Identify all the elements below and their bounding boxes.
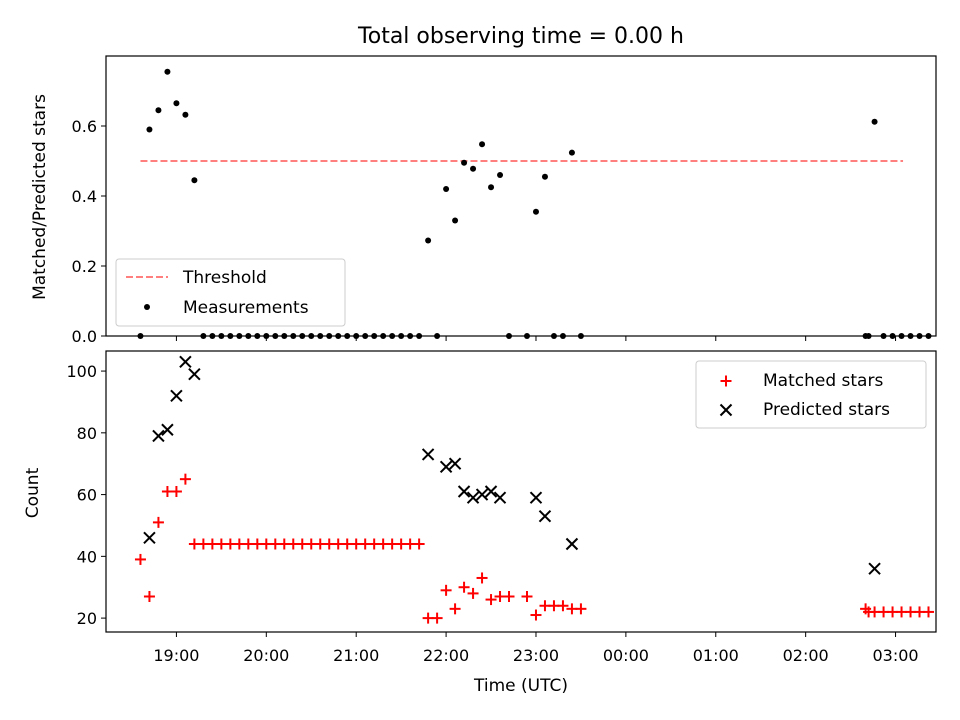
ratio-ticks: 0.0 0.2 0.4 0.6 xyxy=(72,117,897,346)
predicted-star-point xyxy=(868,562,881,575)
predicted-star-point xyxy=(188,367,201,381)
matched-star-point xyxy=(503,590,515,602)
predicted-star-point xyxy=(529,491,543,504)
x-tick-label: 21:00 xyxy=(333,646,379,665)
count-legend: Matched stars Predicted stars xyxy=(695,360,927,429)
measurement-point xyxy=(182,111,189,118)
matched-star-point xyxy=(521,590,533,602)
predicted-star-point xyxy=(484,485,498,498)
measurement-point xyxy=(443,186,450,192)
ratio-legend: Threshold Measurements xyxy=(115,258,346,327)
threshold-legend-label: Threshold xyxy=(182,268,267,288)
measurement-point xyxy=(479,141,486,148)
measurement-point xyxy=(568,149,575,156)
matched-star-point xyxy=(530,609,542,621)
predicted-star-point xyxy=(493,491,507,504)
predicted-star-point xyxy=(538,509,552,523)
x-tick-label: 03:00 xyxy=(872,646,918,665)
measurement-point xyxy=(425,237,432,244)
measurement-point xyxy=(497,172,504,178)
predicted-star-point xyxy=(457,485,471,498)
measurement-point xyxy=(164,68,171,75)
matched-star-point xyxy=(449,603,461,615)
measurement-point xyxy=(488,184,495,191)
x-axis-label: Time (UTC) xyxy=(473,676,568,696)
x-tick-label: 02:00 xyxy=(783,646,829,665)
ratio-y-tick-label: 0.6 xyxy=(72,117,97,136)
measurements-legend-label: Measurements xyxy=(183,298,309,318)
ratio-y-axis-label: Matched/Predicted stars xyxy=(30,94,50,300)
measurement-point xyxy=(173,100,180,107)
measurement-point xyxy=(532,208,539,215)
x-tick-label: 22:00 xyxy=(423,646,469,665)
count-y-tick-label: 40 xyxy=(77,547,97,566)
count-y-tick-label: 80 xyxy=(77,424,97,443)
count-marks xyxy=(134,355,935,624)
matched-star-point xyxy=(134,553,146,565)
matched-star-point xyxy=(431,612,443,624)
chart-title: Total observing time = 0.00 h xyxy=(357,24,684,49)
count-plot-frame xyxy=(105,350,937,633)
ratio-legend-box xyxy=(115,258,346,327)
predicted-star-point xyxy=(475,488,489,501)
matched-star-point xyxy=(170,486,182,497)
measurement-point xyxy=(871,118,878,125)
matched-star-point xyxy=(485,594,497,606)
measurement-point xyxy=(541,173,548,180)
matched-star-point xyxy=(575,603,587,615)
count-ticks: 20 40 60 80 100 19:00 20:00 21:00 22:00 23:00 00:0… xyxy=(66,362,918,665)
measurement-point xyxy=(146,126,153,133)
matched-star-point xyxy=(923,606,935,618)
ratio-plot-frame xyxy=(105,55,937,337)
predicted-legend-label: Predicted stars xyxy=(763,400,890,420)
ratio-y-tick-label: 0.0 xyxy=(72,327,97,346)
measurement-point xyxy=(191,177,198,184)
measurements-legend-swatch xyxy=(144,304,150,310)
predicted-star-point xyxy=(152,429,165,443)
matched-star-point xyxy=(440,584,452,596)
predicted-star-point xyxy=(161,423,174,436)
matched-legend-swatch xyxy=(720,375,732,387)
count-y-tick-label: 20 xyxy=(77,609,97,628)
measurement-point xyxy=(461,159,468,166)
matched-star-point xyxy=(152,516,164,528)
predicted-legend-swatch xyxy=(719,403,733,417)
count-y-tick-label: 60 xyxy=(77,486,97,505)
matched-legend-label: Matched stars xyxy=(763,371,883,391)
predicted-star-point xyxy=(179,355,192,369)
x-tick-label: 01:00 xyxy=(693,646,739,665)
matched-star-point xyxy=(557,600,569,612)
x-tick-label: 23:00 xyxy=(513,646,559,665)
matched-star-point xyxy=(458,581,470,593)
count-y-axis-label: Count xyxy=(23,467,43,518)
matched-star-point xyxy=(143,590,155,602)
count-legend-box xyxy=(695,360,927,429)
matched-star-point xyxy=(413,538,425,550)
predicted-star-point xyxy=(170,389,183,402)
matched-star-point xyxy=(476,572,488,584)
count-y-tick-label: 100 xyxy=(66,362,97,381)
ratio-y-tick-label: 0.2 xyxy=(72,257,97,276)
measurement-point xyxy=(452,217,459,224)
ratio-y-tick-label: 0.4 xyxy=(72,187,97,206)
ratio-panel: 0.0 0.2 0.4 0.6 Matched/Predicted stars Thr… xyxy=(30,55,937,346)
predicted-star-point xyxy=(439,460,453,474)
measurement-point xyxy=(470,165,477,172)
predicted-star-point xyxy=(421,448,435,461)
predicted-star-point xyxy=(143,531,156,545)
count-panel: 20 40 60 80 100 19:00 20:00 21:00 22:00 23:00 00:0… xyxy=(23,350,937,696)
predicted-star-point xyxy=(448,457,462,470)
matched-star-point xyxy=(467,587,479,599)
x-tick-label: 20:00 xyxy=(243,646,289,665)
x-tick-label: 19:00 xyxy=(153,646,199,665)
predicted-star-point xyxy=(565,537,579,551)
matched-star-point xyxy=(179,473,191,485)
measurement-point xyxy=(155,107,162,114)
predicted-star-point xyxy=(466,491,480,504)
x-tick-label: 00:00 xyxy=(603,646,649,665)
